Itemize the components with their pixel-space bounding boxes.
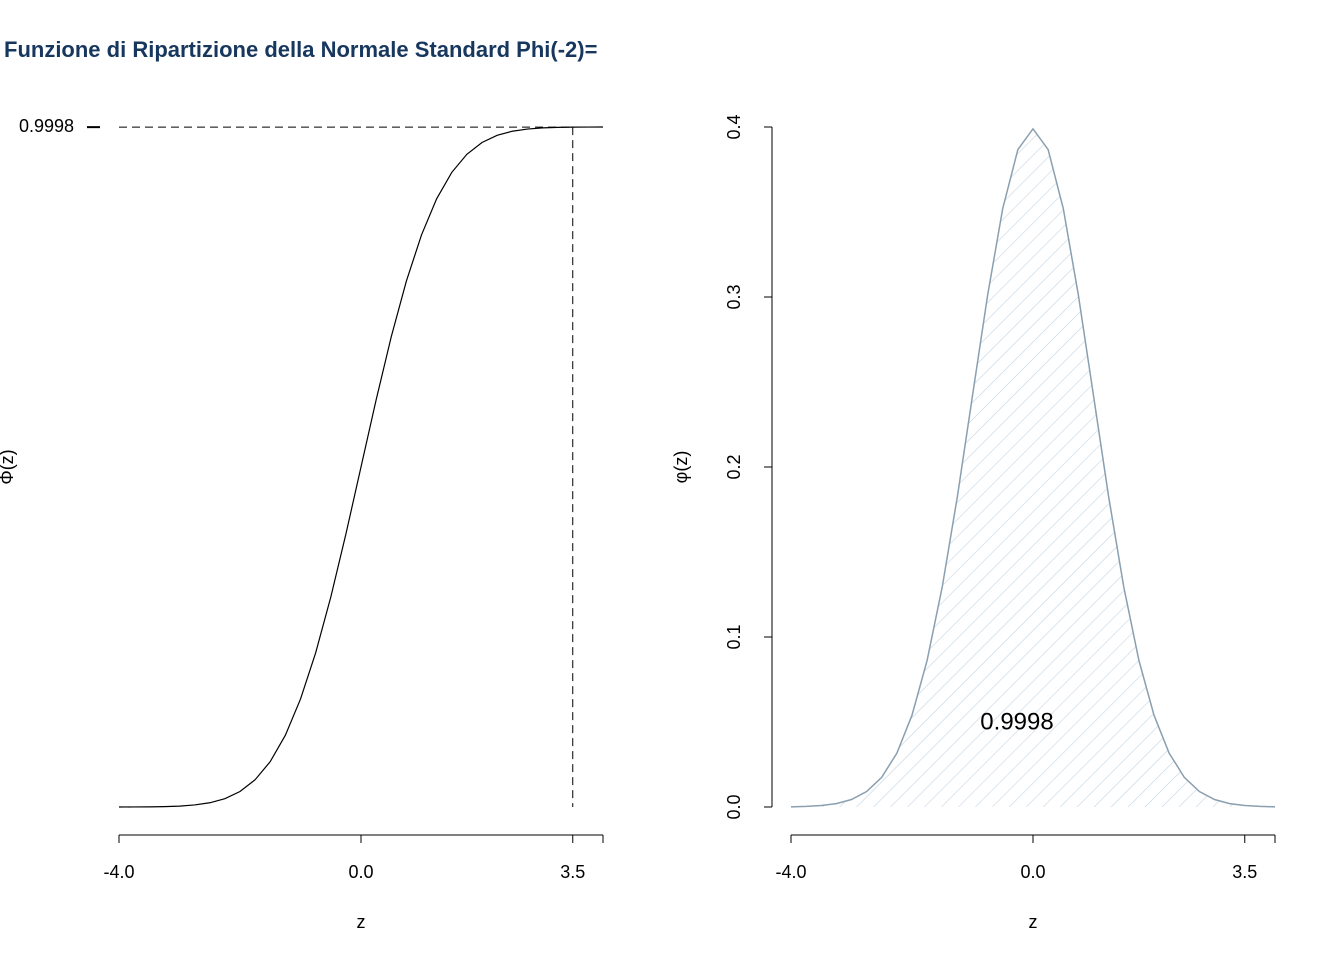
x-tick-label: -4.0 bbox=[103, 862, 134, 882]
y-tick-label: 0.4 bbox=[724, 114, 744, 139]
x-axis-label: z bbox=[357, 912, 366, 932]
y-tick-label: 0.3 bbox=[724, 284, 744, 309]
x-tick-label: 0.0 bbox=[348, 862, 373, 882]
y-axis-label: Φ(z) bbox=[0, 449, 17, 484]
y-tick-label: 0.1 bbox=[724, 624, 744, 649]
area-annotation: 0.9998 bbox=[980, 708, 1053, 735]
cdf-line bbox=[118, 126, 604, 808]
y-tick-label: 0.9998 bbox=[19, 116, 74, 136]
x-tick-label: 3.5 bbox=[1232, 862, 1257, 882]
x-tick-label: 0.0 bbox=[1020, 862, 1045, 882]
pdf-line bbox=[790, 127, 1276, 808]
y-tick-label: 0.2 bbox=[724, 454, 744, 479]
x-axis-label: z bbox=[1029, 912, 1038, 932]
x-tick-label: 3.5 bbox=[560, 862, 585, 882]
y-tick-label: 0.0 bbox=[724, 794, 744, 819]
shaded-area bbox=[791, 128, 1245, 807]
y-axis-label: φ(z) bbox=[671, 451, 691, 484]
x-tick-label: -4.0 bbox=[775, 862, 806, 882]
page-title: Funzione di Ripartizione della Normale S… bbox=[4, 37, 597, 62]
